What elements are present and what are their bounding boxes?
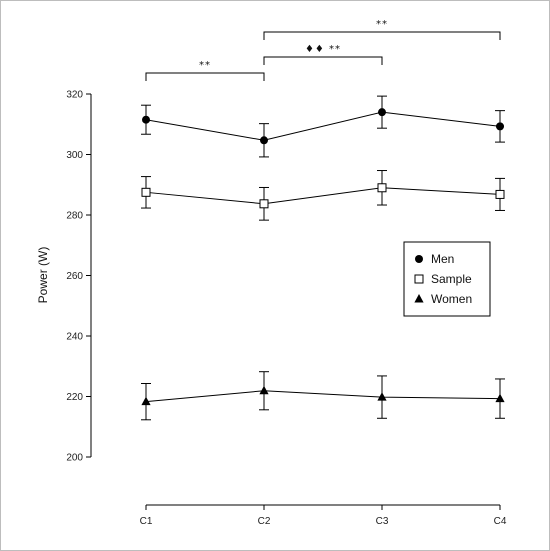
x-tick-label: C1 <box>140 516 153 527</box>
legend-marker <box>414 274 424 284</box>
significance-bracket <box>263 31 501 40</box>
legend-marker <box>415 255 423 263</box>
y-axis: 200 220 240 260 280 300 320 <box>66 90 92 464</box>
y-tick-label: 280 <box>66 211 83 222</box>
legend-label: Women <box>431 292 472 306</box>
y-tick-label: 220 <box>66 392 83 403</box>
significance-label: ** <box>199 60 211 71</box>
x-tick-label: C4 <box>494 516 507 527</box>
significance-brackets: ** ♦♦ ** ** <box>145 19 501 81</box>
x-axis: C1 C2 C3 C4 <box>140 504 507 527</box>
y-tick-label: 260 <box>66 271 83 282</box>
legend: Men Sample Women <box>403 241 491 317</box>
data-point <box>378 108 386 117</box>
data-point <box>259 385 269 395</box>
y-tick-label: 300 <box>66 150 83 161</box>
data-point <box>495 393 505 403</box>
series-sample <box>141 170 505 221</box>
significance-label: ** <box>376 19 388 30</box>
x-tick-label: C3 <box>376 516 389 527</box>
series-group <box>141 95 505 421</box>
legend-label: Sample <box>431 272 472 286</box>
data-point <box>496 122 504 131</box>
significance-label: ♦♦ ** <box>305 44 341 55</box>
y-tick-label: 200 <box>66 453 83 464</box>
series-line <box>145 111 501 141</box>
data-point <box>495 189 505 199</box>
data-point <box>260 136 268 145</box>
series-men <box>141 95 505 158</box>
x-tick-label: C2 <box>258 516 271 527</box>
data-point <box>141 187 151 197</box>
significance-bracket <box>263 56 383 65</box>
y-tick-label: 320 <box>66 90 83 101</box>
y-axis-title: Power (W) <box>36 247 50 304</box>
series-line <box>145 187 501 205</box>
series-line <box>145 390 501 403</box>
data-point <box>259 199 269 209</box>
y-tick-label: 240 <box>66 332 83 343</box>
data-point <box>141 396 151 406</box>
data-point <box>142 115 150 124</box>
legend-marker <box>414 294 424 303</box>
legend-label: Men <box>431 252 454 266</box>
significance-bracket <box>145 72 265 81</box>
data-point <box>377 392 387 401</box>
data-point <box>377 183 387 193</box>
series-women <box>141 371 505 421</box>
